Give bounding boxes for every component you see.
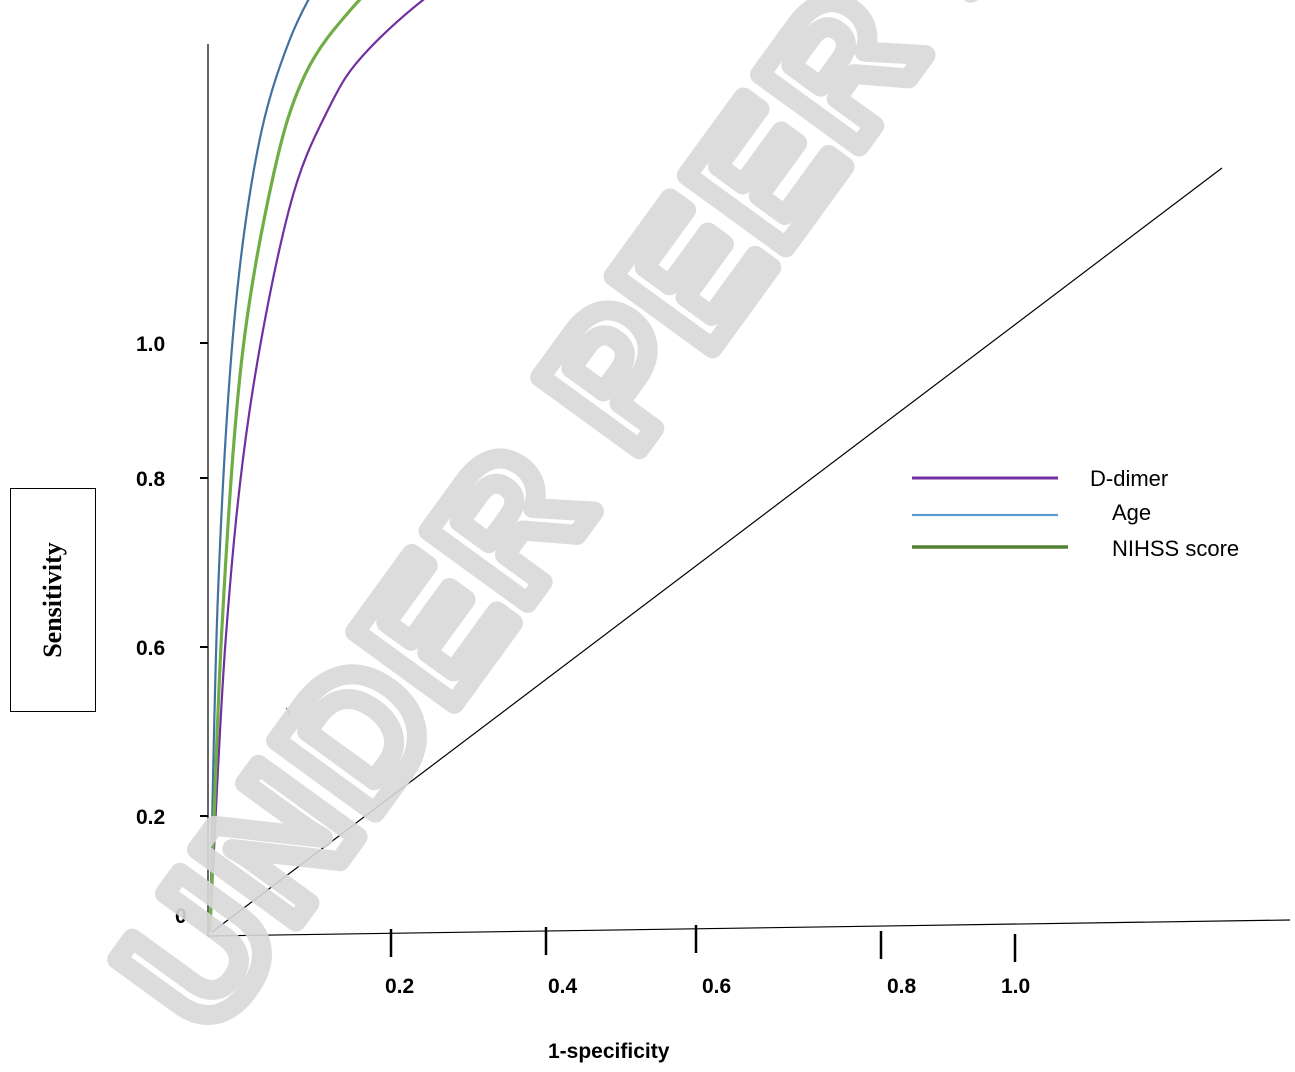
x-ticks: 0.2 0.4 0.6 0.8 1.0 bbox=[385, 925, 1030, 998]
legend-label-d-dimer: D-dimer bbox=[1090, 466, 1168, 491]
series-line-d-dimer bbox=[208, 0, 425, 933]
x-axis-title: 1-specificity bbox=[548, 1040, 670, 1063]
legend-label-nihss: NIHSS score bbox=[1112, 536, 1239, 561]
stray-mark bbox=[285, 707, 291, 717]
y-tick-label: 1.0 bbox=[136, 333, 165, 356]
x-tick-label: 1.0 bbox=[1001, 975, 1030, 998]
x-axis-line bbox=[207, 919, 1291, 937]
series-layer bbox=[208, 0, 425, 933]
y-axis-title-box: Sensitivity bbox=[10, 488, 96, 712]
legend-label-age: Age bbox=[1112, 500, 1151, 525]
series-line-nihss-score bbox=[208, 0, 362, 933]
series-line-age bbox=[208, 0, 310, 933]
x-tick-label: 0.4 bbox=[548, 975, 578, 998]
y-tick-label: 0.8 bbox=[136, 468, 166, 491]
reference-diagonal bbox=[211, 167, 1223, 933]
y-tick-label: 0 bbox=[175, 905, 187, 928]
y-axis-title: Sensitivity bbox=[38, 542, 67, 658]
x-tick-label: 0.6 bbox=[702, 975, 731, 998]
y-tick-label: 0.6 bbox=[136, 637, 165, 660]
x-tick-label: 0.8 bbox=[887, 975, 917, 998]
y-tick-label: 0.2 bbox=[136, 806, 165, 829]
y-ticks: 1.0 0.8 0.6 0.2 0 bbox=[136, 333, 208, 928]
x-tick-label: 0.2 bbox=[385, 975, 414, 998]
legend: D-dimer Age NIHSS score bbox=[912, 466, 1239, 561]
